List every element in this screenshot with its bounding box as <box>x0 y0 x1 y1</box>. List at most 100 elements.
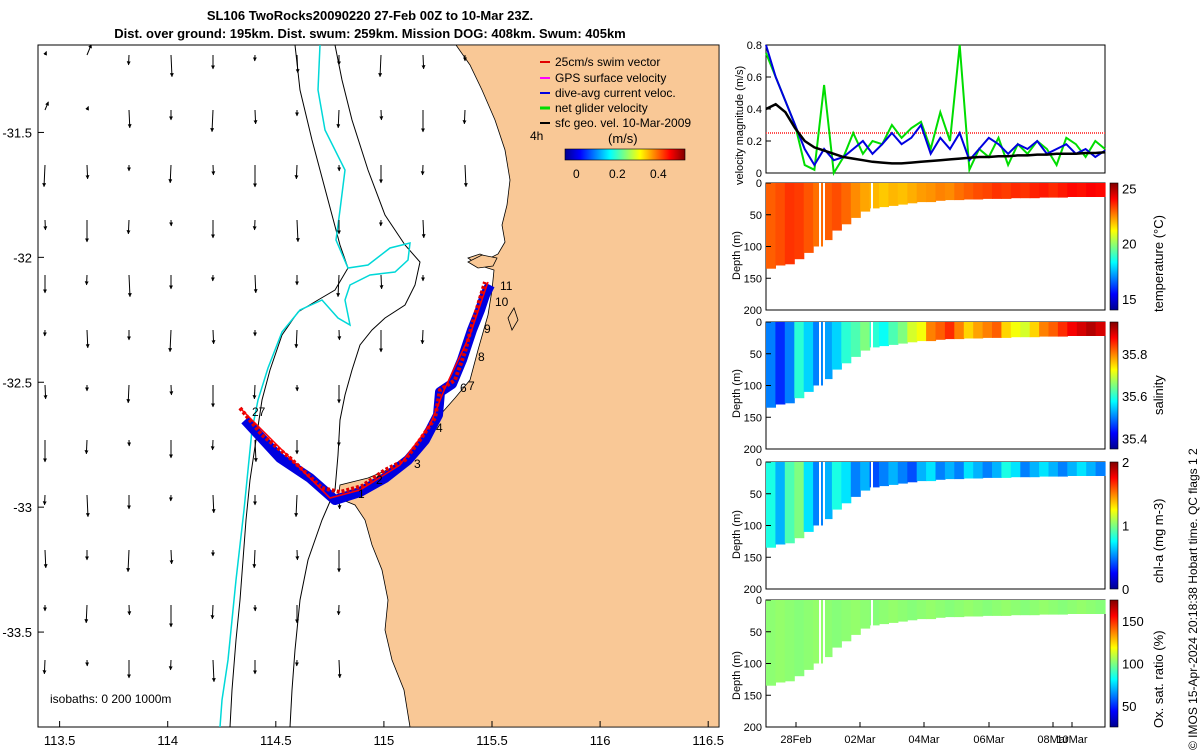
surface-velocity-arrow <box>126 549 131 573</box>
profile-cell <box>860 462 871 491</box>
profile-colorbar <box>1109 599 1119 728</box>
profile-cell <box>1048 462 1059 477</box>
depth-tick-label: 0 <box>756 457 762 469</box>
profile-cell <box>1057 183 1068 198</box>
profile-cell <box>831 183 842 231</box>
depth-tick-label: 200 <box>744 444 762 456</box>
velocity-series-line <box>765 44 1106 167</box>
profile-cell <box>1001 183 1012 199</box>
surface-velocity-arrow <box>210 604 215 620</box>
profile-cell <box>1076 183 1087 197</box>
colorbar-gradient <box>564 148 686 161</box>
map-x-tick-label: 116 <box>590 733 611 748</box>
data-gap <box>819 322 821 399</box>
profile-cell <box>1086 183 1097 197</box>
isobath-1000m <box>219 45 411 727</box>
profile-cell <box>813 600 824 664</box>
surface-velocity-arrow <box>253 109 258 125</box>
map-x-tick-label: 113.5 <box>44 733 76 748</box>
surface-velocity-arrow <box>252 549 257 569</box>
glider-track <box>238 281 495 505</box>
island-rottnest <box>467 254 498 269</box>
profile-cell <box>775 600 786 683</box>
profile-cell <box>888 462 899 485</box>
depth-tick-label: 0 <box>756 317 762 329</box>
profile-cell <box>916 600 927 620</box>
profile-cell <box>1067 600 1078 614</box>
profile-cell <box>916 183 927 203</box>
profile-panel-oxygen: 0 50 100 150 200 150 100 50 <box>744 595 1144 734</box>
profile-cell <box>822 322 833 380</box>
map-y-tick-label: -33.5 <box>2 625 32 640</box>
profile-cell <box>897 600 908 622</box>
profile-cell <box>860 600 871 629</box>
surface-velocity-arrow <box>336 274 341 298</box>
surface-velocity-arrow <box>211 329 216 345</box>
colorbar-tick-1: 0.2 <box>609 167 626 181</box>
net-glider-track-core <box>239 281 489 499</box>
surface-velocity-arrow <box>168 164 173 184</box>
surface-velocity-arrow <box>336 109 341 129</box>
profile-cell <box>992 600 1002 616</box>
track-label-11: 11 <box>500 279 513 293</box>
profile-cell <box>1001 322 1012 338</box>
profile-cell <box>935 183 946 201</box>
surface-velocity-arrow <box>169 549 174 565</box>
profile-cell <box>850 183 861 218</box>
profile-cell <box>1039 462 1050 477</box>
profile-cell <box>897 462 908 484</box>
surface-velocity-arrow <box>210 109 215 133</box>
profile-cell <box>1001 600 1012 616</box>
profile-colorbar <box>1109 461 1119 590</box>
profile-cell <box>992 322 1002 338</box>
map-x-tick-label: 115.5 <box>476 733 508 748</box>
surface-velocity-arrow <box>168 329 173 353</box>
depth-tick-label: 0 <box>756 178 762 190</box>
profile-cell <box>1010 462 1021 478</box>
profile-cell <box>1067 462 1078 476</box>
profile-cell <box>813 322 824 386</box>
profile-cell <box>1057 600 1068 615</box>
colorbar-tick-label: 100 <box>1122 657 1144 672</box>
depth-tick-label: 150 <box>744 690 762 702</box>
profile-cell <box>1039 322 1050 337</box>
profile-cell <box>775 462 786 545</box>
surface-velocity-arrow <box>294 329 299 349</box>
surface-velocity-arrow <box>421 219 426 239</box>
track-label-6: 6 <box>460 381 467 395</box>
profile-cell <box>1095 322 1106 336</box>
profile-cell <box>897 322 908 344</box>
profile-cell <box>907 600 918 621</box>
surface-velocity-arrow <box>252 384 257 400</box>
profile-cell <box>1095 183 1106 197</box>
colorbar-tick-label: 1 <box>1122 519 1129 534</box>
date-tick-label: 02Mar <box>844 734 876 746</box>
profile-cell <box>907 322 918 343</box>
surface-velocity-arrow <box>337 659 342 679</box>
profile-cell <box>869 183 880 209</box>
profile-cell <box>1076 322 1087 336</box>
colorbar-unit-label: (m/s) <box>608 131 638 146</box>
surface-velocity-arrow <box>127 109 132 129</box>
land-area <box>337 45 719 727</box>
profile-cell <box>1057 322 1068 337</box>
surface-velocity-arrow <box>84 439 89 455</box>
profile-cell <box>926 462 937 482</box>
depth-tick-label: 100 <box>744 242 762 254</box>
depth-tick-label: 200 <box>744 584 762 596</box>
profile-cell <box>888 322 899 345</box>
profile-cell <box>1095 462 1106 476</box>
profile-cell <box>860 183 871 212</box>
velocity-y-tick-label: 0.4 <box>747 104 762 116</box>
depth-tick-label: 200 <box>744 305 762 317</box>
isobath-0m <box>289 45 421 727</box>
profile-cell <box>1057 462 1068 477</box>
profile-cell <box>973 322 984 339</box>
legend-label-swim: 25cm/s swim vector <box>555 55 660 69</box>
colorbar-tick-label: 25 <box>1122 182 1136 197</box>
depth-tick-label: 50 <box>750 627 762 639</box>
velocity-y-tick-label: 0.2 <box>747 136 762 148</box>
profile-cell <box>1076 600 1087 614</box>
profile-cell <box>926 183 937 203</box>
profile-colorbar <box>1109 321 1119 450</box>
